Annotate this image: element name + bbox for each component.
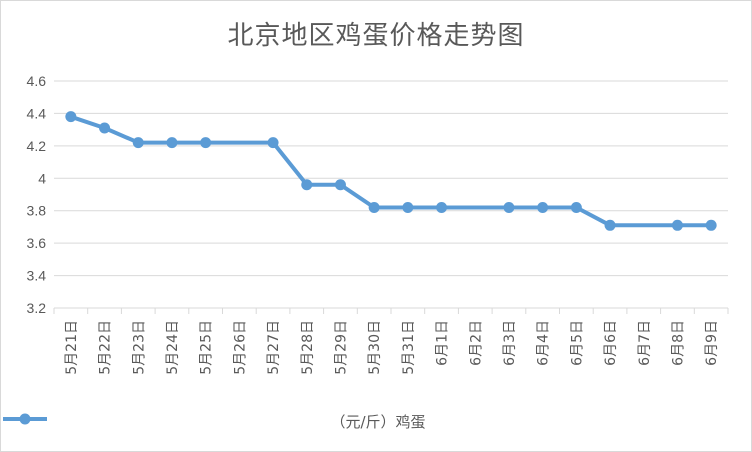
legend-line-marker	[3, 413, 47, 425]
data-point	[132, 137, 144, 149]
data-point	[503, 201, 515, 213]
data-point	[671, 219, 683, 231]
x-tick-label: 6月5日	[569, 320, 585, 366]
data-point	[301, 179, 313, 191]
y-tick-label: 4.6	[27, 73, 47, 89]
y-tick-label: 4.2	[27, 138, 47, 154]
data-point	[166, 137, 178, 149]
x-tick-label: 6月8日	[670, 320, 686, 366]
x-tick-label: 5月28日	[300, 320, 316, 375]
x-tick-label: 5月26日	[232, 320, 248, 375]
y-tick-label: 3.2	[27, 300, 47, 316]
legend: （元/斤）鸡蛋	[1, 411, 751, 432]
y-tick-label: 3.4	[27, 268, 47, 284]
x-tick-label: 5月23日	[131, 320, 147, 375]
x-tick-label: 6月4日	[536, 320, 552, 366]
data-point	[200, 137, 212, 149]
x-tick-label: 5月25日	[199, 320, 215, 375]
x-tick-label: 5月24日	[165, 320, 181, 375]
y-tick-label: 3.8	[27, 203, 47, 219]
y-tick-label: 4.4	[27, 105, 47, 121]
x-tick-label: 5月27日	[266, 320, 282, 375]
data-point	[334, 179, 346, 191]
y-tick-label: 4	[38, 170, 46, 186]
data-point	[537, 201, 549, 213]
data-point	[402, 201, 414, 213]
x-tick-label: 6月9日	[704, 320, 720, 366]
data-point	[705, 219, 717, 231]
x-tick-label: 6月1日	[435, 320, 451, 366]
data-point	[604, 219, 616, 231]
legend-label: （元/斤）鸡蛋	[330, 413, 426, 431]
x-tick-label: 6月6日	[603, 320, 619, 366]
data-point	[436, 201, 448, 213]
x-tick-label: 5月29日	[333, 320, 349, 375]
x-tick-label: 5月22日	[98, 320, 114, 375]
x-tick-label: 6月7日	[637, 320, 653, 366]
data-point	[65, 111, 77, 123]
data-point	[99, 122, 111, 134]
data-point	[368, 201, 380, 213]
series-line	[70, 114, 712, 228]
x-tick-label: 5月30日	[367, 320, 383, 375]
x-tick-label: 6月2日	[468, 320, 484, 366]
y-tick-label: 3.6	[27, 235, 47, 251]
data-point	[267, 137, 279, 149]
x-tick-label: 5月31日	[401, 320, 417, 375]
x-tick-label: 5月21日	[64, 320, 80, 375]
data-point	[570, 201, 582, 213]
x-tick-label: 6月3日	[502, 320, 518, 366]
chart-title: 北京地区鸡蛋价格走势图	[227, 21, 525, 51]
